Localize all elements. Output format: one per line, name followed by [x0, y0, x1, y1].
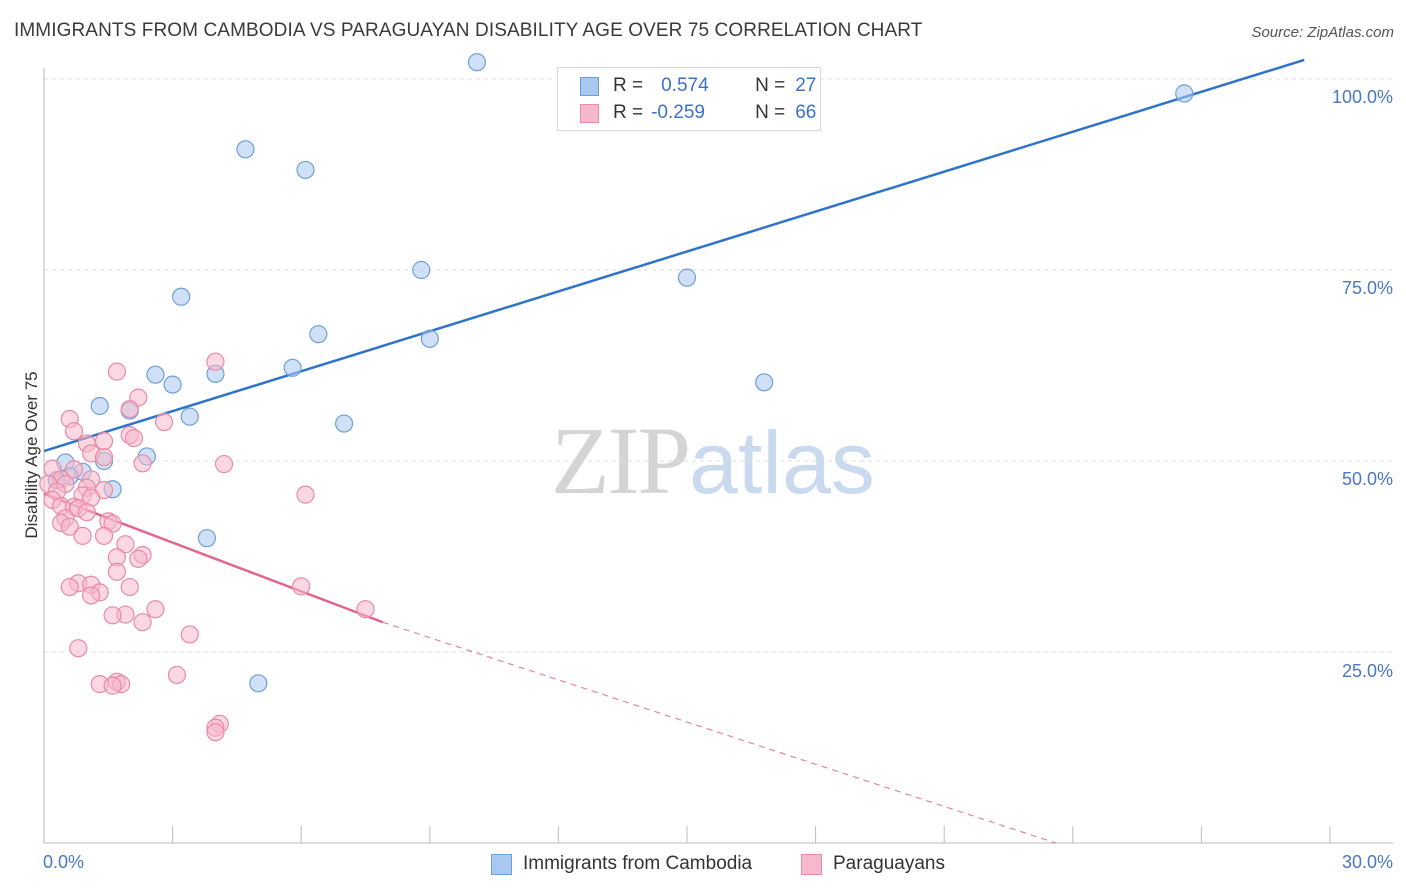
legend-r-value-paraguayans: -0.259 [651, 102, 705, 123]
point-paraguayans [120, 577, 139, 597]
point-cambodia [334, 414, 354, 433]
point-paraguayans [356, 600, 375, 619]
point-paraguayans [103, 606, 122, 625]
bottom-legend-swatch-cambodia [491, 853, 512, 875]
grid-lines [44, 78, 1393, 653]
y-tick-label-50: 50.0% [1342, 469, 1393, 489]
x-tick-label-max: 30.0% [1342, 852, 1393, 872]
bottom-legend-label-cambodia: Immigrants from Cambodia [523, 853, 753, 874]
bottom-legend-paraguayans[interactable]: Paraguayans [801, 852, 945, 876]
point-paraguayans [82, 586, 101, 605]
legend-n-value-paraguayans: 66 [795, 102, 817, 123]
point-paraguayans [154, 412, 174, 432]
point-paraguayans [120, 399, 139, 419]
y-tick-label-25: 25.0% [1342, 661, 1393, 681]
point-cambodia [677, 268, 697, 287]
x-tick-label-min: 0.0% [43, 852, 84, 872]
point-paraguayans [296, 485, 315, 504]
trend-line-cambodia [43, 58, 1305, 453]
bottom-legend-swatch-paraguayans [801, 853, 822, 875]
legend-row-cambodia: R = 0.574 N = 27 [580, 73, 816, 99]
y-axis-label: Disability Age Over 75 [22, 371, 41, 538]
point-paraguayans [94, 526, 114, 545]
point-paraguayans [116, 535, 135, 554]
point-paraguayans [107, 362, 126, 381]
point-paraguayans [94, 448, 114, 467]
point-paraguayans [73, 526, 92, 545]
point-cambodia [283, 358, 302, 377]
point-paraguayans [60, 517, 79, 536]
point-cambodia [420, 329, 439, 348]
point-cambodia [1175, 84, 1194, 103]
watermark: ZIPatlas [551, 405, 875, 516]
watermark-atlas: atlas [689, 413, 875, 512]
point-cambodia [236, 140, 255, 159]
legend-r-value-cambodia: 0.574 [661, 75, 709, 96]
point-paraguayans [124, 428, 144, 448]
bottom-legend-label-paraguayans: Paraguayans [833, 853, 945, 874]
correlation-legend: R = 0.574 N = 27 R = -0.259 N = 66 [557, 67, 821, 131]
axes [43, 68, 1393, 844]
legend-r-label: R = [613, 102, 644, 123]
point-paraguayans [133, 454, 152, 473]
point-cambodia [755, 373, 774, 392]
y-tick-label-100: 100.0% [1332, 87, 1393, 107]
point-paraguayans [214, 454, 234, 474]
legend-swatch-paraguayans [580, 103, 599, 123]
point-paraguayans [107, 562, 126, 581]
point-paraguayans [64, 460, 84, 479]
point-cambodia [296, 160, 315, 180]
point-cambodia [197, 529, 216, 548]
point-paraguayans [180, 625, 199, 644]
point-cambodia [180, 407, 199, 426]
legend-swatch-cambodia [580, 76, 599, 96]
point-cambodia [146, 365, 165, 384]
point-cambodia [90, 396, 109, 416]
point-paraguayans [167, 665, 186, 685]
trend-lines [43, 58, 1305, 844]
trend-line-paraguayans [43, 492, 384, 624]
point-paraguayans [146, 600, 165, 619]
legend-row-paraguayans: R = -0.259 N = 66 [580, 100, 816, 126]
point-cambodia [249, 674, 268, 693]
y-tick-label-75: 75.0% [1342, 278, 1393, 298]
point-cambodia [412, 260, 431, 280]
point-cambodia [172, 287, 191, 306]
point-paraguayans [129, 549, 148, 568]
point-cambodia [309, 325, 328, 344]
source-label: Source: ZipAtlas.com [1251, 24, 1394, 41]
legend-r-label: R = [613, 75, 644, 96]
point-cambodia [467, 53, 487, 72]
legend-n-label: N = [755, 75, 786, 96]
bottom-legend-cambodia[interactable]: Immigrants from Cambodia [491, 852, 752, 876]
point-paraguayans [133, 613, 152, 632]
legend-n-value-cambodia: 27 [795, 75, 817, 96]
point-paraguayans [94, 432, 114, 451]
point-paraguayans [64, 422, 84, 441]
legend-n-label: N = [755, 102, 786, 123]
point-paraguayans [103, 676, 122, 695]
point-paraguayans [69, 639, 88, 658]
point-paraguayans [60, 577, 79, 597]
chart-title: IMMIGRANTS FROM CAMBODIA VS PARAGUAYAN D… [14, 20, 923, 41]
data-points [39, 53, 1194, 742]
tick-labels: 25.0% 50.0% 75.0% 100.0% 0.0% 30.0% Disa… [22, 87, 1393, 872]
point-paraguayans [77, 503, 96, 522]
point-paraguayans [206, 352, 225, 371]
point-paraguayans [292, 577, 311, 596]
point-cambodia [163, 375, 182, 394]
point-paraguayans [206, 723, 225, 742]
trend-line-extension-paraguayans [382, 621, 1056, 844]
